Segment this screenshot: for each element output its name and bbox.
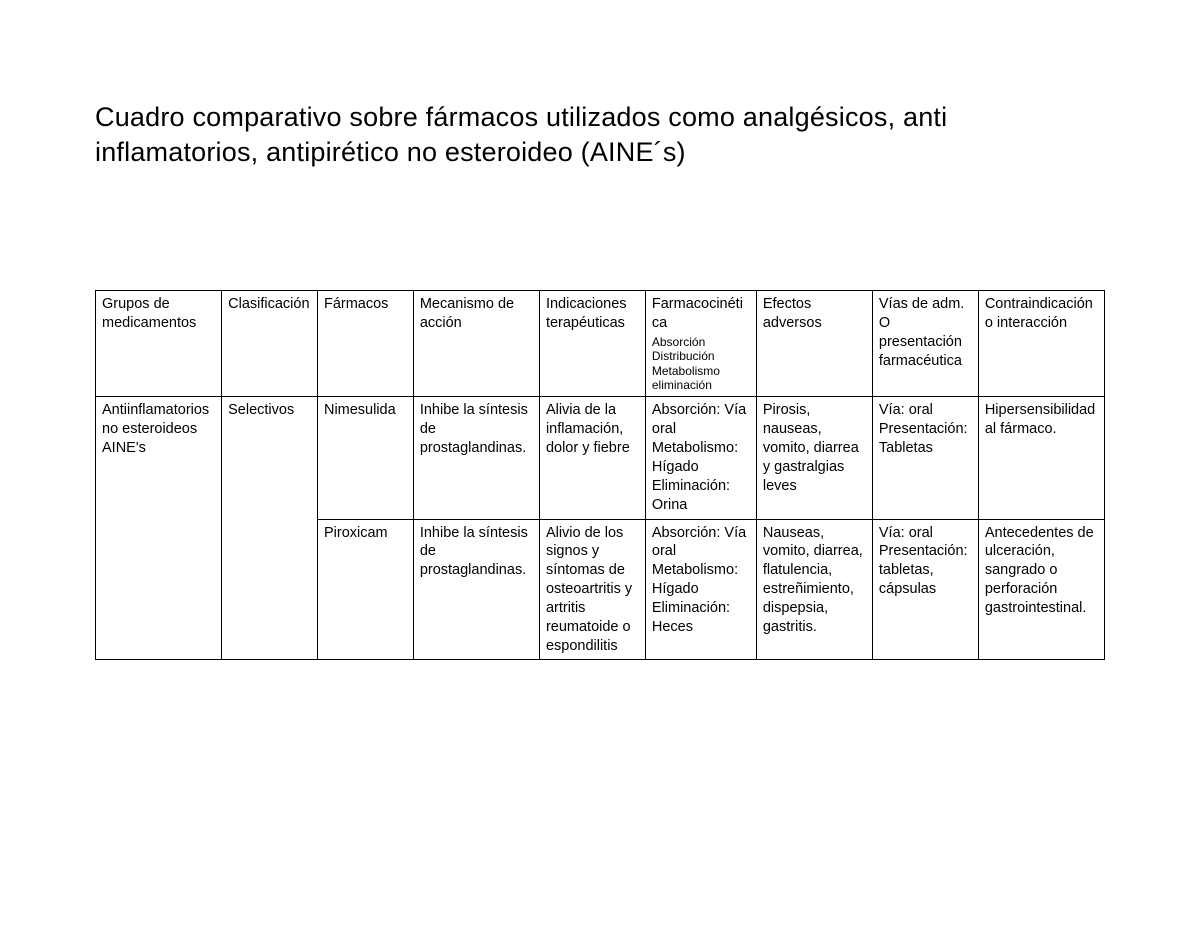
page-title: Cuadro comparativo sobre fármacos utiliz… <box>95 100 1105 170</box>
col-header-clasificacion: Clasificación <box>222 291 318 397</box>
cell-clasificacion: Selectivos <box>222 397 318 660</box>
col-header-efectos: Efectos adversos <box>756 291 872 397</box>
col-header-mecanismo: Mecanismo de acción <box>413 291 539 397</box>
cell-farmacocinetica: Absorción: Vía oral Metabolismo: Hígado … <box>645 519 756 660</box>
col-header-vias: Vías de adm. O presentación farmacéutica <box>872 291 978 397</box>
cell-mecanismo: Inhibe la síntesis de prostaglandinas. <box>413 397 539 519</box>
comparative-table: Grupos de medicamentos Clasificación Fár… <box>95 290 1105 660</box>
table-header-row: Grupos de medicamentos Clasificación Fár… <box>96 291 1105 397</box>
cell-contra: Antecedentes de ulceración, sangrado o p… <box>978 519 1104 660</box>
cell-mecanismo: Inhibe la síntesis de prostaglandinas. <box>413 519 539 660</box>
cell-efectos: Nauseas, vomito, diarrea, flatulencia, e… <box>756 519 872 660</box>
cell-indicaciones: Alivia de la inflamación, dolor y fiebre <box>539 397 645 519</box>
cell-farmaco: Piroxicam <box>317 519 413 660</box>
cell-farmaco: Nimesulida <box>317 397 413 519</box>
cell-grupo: Antiinflamatorios no esteroideos AINE's <box>96 397 222 660</box>
col-header-indicaciones: Indicaciones terapéuticas <box>539 291 645 397</box>
cell-vias: Vía: oral Presentación: tabletas, cápsul… <box>872 519 978 660</box>
col-header-farmacos: Fármacos <box>317 291 413 397</box>
col-header-contra: Contraindicación o interacción <box>978 291 1104 397</box>
cell-efectos: Pirosis, nauseas, vomito, diarrea y gast… <box>756 397 872 519</box>
cell-farmacocinetica: Absorción: Vía oral Metabolismo: Hígado … <box>645 397 756 519</box>
cell-indicaciones: Alivio de los signos y síntomas de osteo… <box>539 519 645 660</box>
cell-contra: Hipersensibilidad al fármaco. <box>978 397 1104 519</box>
col-header-grupos: Grupos de medicamentos <box>96 291 222 397</box>
table-row: Antiinflamatorios no esteroideos AINE's … <box>96 397 1105 519</box>
cell-vias: Vía: oral Presentación: Tabletas <box>872 397 978 519</box>
col-header-farmacocinetica: Farmacocinética Absorción Distribución M… <box>645 291 756 397</box>
